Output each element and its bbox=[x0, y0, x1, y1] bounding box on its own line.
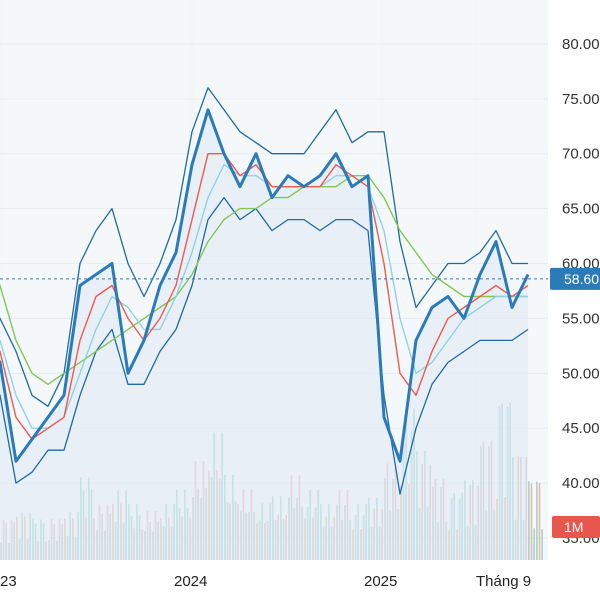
volume-label: 1M bbox=[564, 519, 583, 535]
x-tick-label: 2025 bbox=[364, 573, 397, 590]
y-tick-label: 75.00 bbox=[562, 91, 600, 108]
y-tick-label: 50.00 bbox=[562, 365, 600, 382]
x-tick-label: 2023 bbox=[0, 573, 17, 590]
volume-bar bbox=[528, 481, 530, 560]
x-tick-label: Tháng 9 bbox=[476, 573, 531, 590]
volume-bar bbox=[533, 528, 535, 560]
volume-bar bbox=[536, 481, 538, 560]
volume-bar bbox=[541, 529, 543, 560]
band-upper-line bbox=[0, 87, 528, 407]
x-axis: 2023 2024 2025 Tháng 9 bbox=[0, 573, 531, 590]
current-price-label: 58.60 bbox=[564, 271, 599, 287]
y-tick-label: 55.00 bbox=[562, 310, 600, 327]
ma-long-line bbox=[0, 175, 528, 385]
y-tick-label: 70.00 bbox=[562, 146, 600, 163]
price-area bbox=[0, 109, 528, 560]
y-tick-label: 80.00 bbox=[562, 36, 600, 53]
band-lower-line bbox=[0, 196, 529, 495]
volume-bar bbox=[530, 483, 533, 560]
current-price-badge: 58.60 bbox=[550, 267, 600, 290]
y-tick-label: 65.00 bbox=[562, 201, 600, 218]
y-tick-label: 40.00 bbox=[562, 475, 600, 492]
volume-bar bbox=[538, 483, 541, 560]
y-tick-label: 45.00 bbox=[562, 420, 600, 437]
x-tick-label: 2024 bbox=[174, 573, 207, 590]
series-lines bbox=[0, 87, 530, 560]
current-price-badge-bg bbox=[550, 267, 600, 290]
volume-badge: 1M bbox=[552, 516, 600, 538]
volume-badge-bg bbox=[552, 516, 600, 538]
y-axis: 35.0040.0045.0050.0055.0060.0065.0070.00… bbox=[562, 36, 600, 547]
price-line bbox=[0, 108, 530, 463]
